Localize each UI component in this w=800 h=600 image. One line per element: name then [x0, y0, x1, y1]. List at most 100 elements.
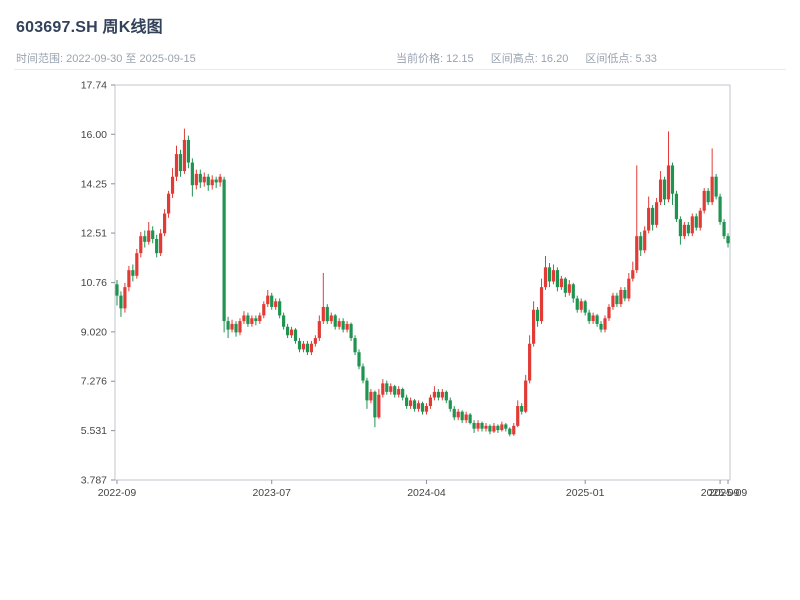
candle-body [401, 389, 405, 398]
candle-body [643, 230, 647, 251]
candle-body [639, 236, 643, 251]
x-axis-label: 2025-09 [709, 487, 748, 499]
candle-body [194, 173, 198, 186]
candle-body [151, 230, 155, 240]
candle-body [631, 270, 635, 279]
candle-body [301, 343, 306, 350]
candle-body [531, 309, 536, 344]
candle-body [702, 190, 706, 211]
candle-body [587, 312, 591, 322]
candle-body [305, 343, 310, 353]
candle-body [698, 210, 702, 228]
candle-body [555, 270, 560, 288]
candle-body [619, 289, 623, 305]
y-axis-label: 3.787 [81, 475, 107, 487]
candle-body [563, 278, 567, 293]
range-high-label: 区间高点: 16.20 [490, 53, 569, 65]
candle-body [452, 408, 456, 418]
candle-body [575, 298, 579, 310]
candle-body [464, 414, 468, 421]
candle-body [127, 270, 131, 288]
candle-body [595, 315, 599, 324]
candle-body [428, 397, 433, 407]
candle-body [647, 207, 651, 231]
candle-body [476, 423, 480, 429]
candle-body [174, 154, 179, 177]
x-axis-label: 2023-07 [252, 487, 291, 499]
candle-body [416, 403, 421, 409]
candle-body [166, 193, 171, 214]
candle-body [162, 213, 167, 234]
header-divider [14, 69, 786, 70]
x-axis-label: 2024-04 [407, 487, 446, 499]
candle-body [408, 400, 413, 407]
candle-body [297, 340, 302, 350]
candle-body [119, 295, 123, 309]
candle-body [397, 389, 401, 395]
candle-body [234, 323, 238, 333]
candle-body [345, 323, 349, 330]
candle-body [504, 424, 508, 429]
candle-body [198, 173, 202, 183]
candle-body [202, 176, 206, 183]
candle-body [583, 301, 587, 313]
candle-body [528, 343, 532, 381]
candle-body [571, 284, 575, 299]
candle-body [182, 139, 187, 172]
candle-body [635, 236, 639, 271]
candle-body [520, 406, 524, 412]
candle-body [254, 318, 258, 322]
candle-body [357, 352, 361, 367]
y-axis-label: 16.00 [81, 129, 107, 141]
candle-body [666, 165, 671, 200]
candle-body [329, 315, 333, 322]
candle-body [674, 193, 679, 220]
x-axis-label: 2025-01 [566, 487, 605, 499]
candle-body [123, 287, 127, 309]
candle-body [686, 224, 690, 234]
candle-body [412, 400, 417, 409]
candle-body [722, 222, 726, 237]
candle-body [337, 321, 341, 327]
candle-body [270, 295, 274, 307]
candle-body [694, 216, 698, 228]
y-axis-label: 17.74 [81, 80, 107, 92]
candle-body [246, 315, 250, 324]
candle-body [293, 329, 298, 341]
candle-body [678, 219, 683, 237]
y-axis-label: 14.25 [81, 178, 107, 190]
candle-body [218, 176, 222, 183]
candle-body [385, 383, 389, 392]
candle-body [341, 321, 345, 330]
candle-body [484, 425, 488, 429]
candle-body [210, 179, 214, 186]
candle-body [238, 321, 242, 333]
candle-body [543, 267, 548, 288]
candle-body [670, 165, 675, 194]
candle-body [135, 253, 139, 276]
candle-body [651, 207, 655, 225]
candle-body [710, 176, 714, 203]
candle-body [500, 424, 504, 431]
candle-body [206, 176, 210, 186]
candle-body [539, 287, 544, 322]
candle-body [706, 190, 710, 203]
candle-body [591, 315, 595, 322]
candle-body [262, 304, 266, 316]
candle-body [436, 391, 440, 398]
candle-body [178, 154, 183, 172]
candle-body [258, 315, 262, 322]
candle-body [524, 380, 528, 412]
plot-area [114, 84, 731, 481]
candle-body [714, 176, 718, 197]
candle-body [353, 338, 357, 353]
candle-body [496, 425, 500, 431]
candle-body [627, 278, 631, 299]
candle-body [377, 394, 381, 418]
candle-body [468, 414, 472, 424]
candle-body [623, 289, 627, 299]
candle-body [321, 306, 325, 322]
candle-body [190, 162, 194, 186]
candle-body [250, 318, 254, 324]
